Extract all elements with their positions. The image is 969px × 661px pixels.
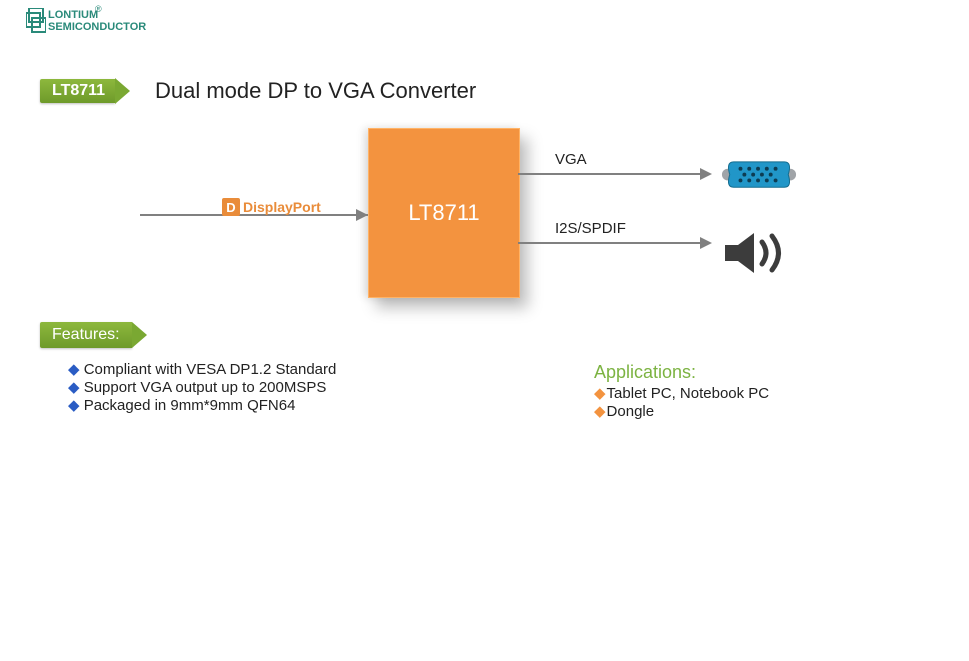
features-arrow-icon bbox=[132, 322, 147, 348]
product-badge: LT8711 bbox=[40, 78, 130, 104]
features-heading: Features: bbox=[40, 322, 132, 348]
list-item: Compliant with VESA DP1.2 Standard bbox=[68, 360, 336, 378]
badge-arrow-icon bbox=[115, 78, 130, 104]
input-arrow-head-icon bbox=[356, 209, 368, 221]
speaker-icon bbox=[720, 228, 790, 278]
page-title: Dual mode DP to VGA Converter bbox=[155, 78, 476, 104]
audio-label: I2S/SPDIF bbox=[555, 220, 626, 237]
logo-icon bbox=[26, 8, 46, 34]
vga-arrow-head-icon bbox=[700, 168, 712, 180]
vga-arrow bbox=[518, 173, 702, 175]
vga-label: VGA bbox=[555, 151, 587, 168]
audio-arrow bbox=[518, 242, 702, 244]
chip-block: LT8711 bbox=[368, 128, 520, 298]
applications-list: Tablet PC, Notebook PC Dongle bbox=[594, 384, 769, 420]
registered-mark: ® bbox=[95, 4, 102, 14]
audio-arrow-head-icon bbox=[700, 237, 712, 249]
product-code: LT8711 bbox=[40, 79, 115, 103]
list-item: Support VGA output up to 200MSPS bbox=[68, 378, 336, 396]
features-badge: Features: bbox=[40, 322, 147, 348]
list-item: Packaged in 9mm*9mm QFN64 bbox=[68, 396, 336, 414]
applications-heading: Applications: bbox=[594, 362, 696, 383]
displayport-label: D DisplayPort bbox=[222, 198, 321, 216]
vga-port-icon bbox=[720, 158, 798, 191]
list-item: Dongle bbox=[594, 402, 769, 420]
list-item: Tablet PC, Notebook PC bbox=[594, 384, 769, 402]
dp-icon: D bbox=[222, 198, 240, 216]
features-list: Compliant with VESA DP1.2 Standard Suppo… bbox=[68, 360, 336, 414]
company-logo: LONTIUMSEMICONDUCTOR bbox=[26, 8, 146, 34]
